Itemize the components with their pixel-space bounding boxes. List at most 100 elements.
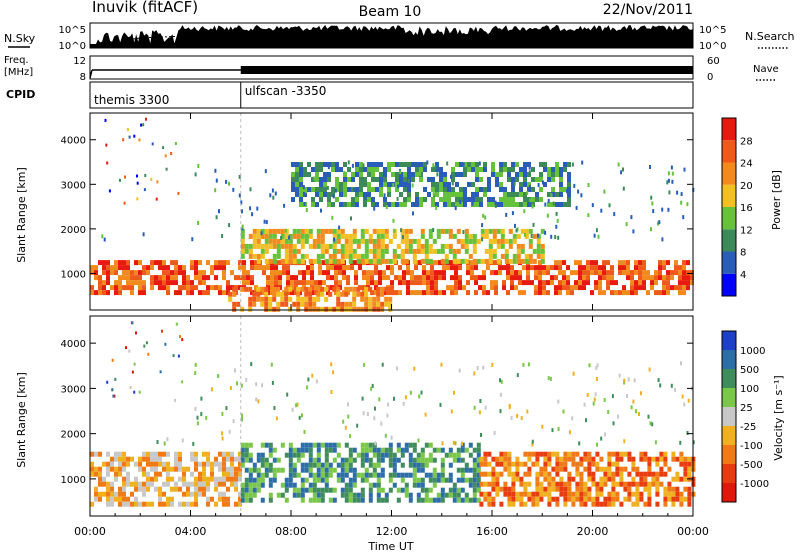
power-cell [508,258,513,264]
velocity-cell [304,487,309,493]
power-cell [426,285,430,291]
velocity-cell [300,442,305,448]
velocity-cell [106,466,110,472]
power-scatter [528,165,531,170]
velocity-cell [683,456,688,462]
power-cell [228,291,233,297]
velocity-cell [555,466,560,472]
power-cell [483,192,487,197]
velocity-cell [130,491,134,497]
velocity-cell [687,461,692,467]
power-scatter [400,228,403,233]
power-scatter [320,208,322,213]
velocity-cell [416,492,421,498]
power-cell [260,228,265,234]
velocity-cell [444,477,449,483]
power-cell [420,243,425,249]
power-scatter [666,180,669,185]
power-cell [355,162,359,167]
velocity-cell [368,482,373,488]
power-cell [372,228,377,234]
power-cell [320,291,325,297]
power-cell [662,265,666,271]
velocity-scatter [194,371,197,375]
velocity-cell [248,497,253,503]
power-cell [262,290,266,296]
power-cell [542,270,546,276]
power-cell [520,258,525,264]
velocity-cell [118,466,122,472]
velocity-scatter [595,377,598,381]
velocity-cell [198,471,202,477]
velocity-cell [519,501,524,507]
power-cell [102,270,106,276]
velocity-scatter [450,409,453,414]
power-cell [654,275,658,281]
power-cell [284,238,289,244]
power-cell [424,248,429,254]
power-cell [264,258,269,264]
power-cell [315,162,319,167]
power-cell [304,253,309,259]
power-cell [242,270,246,276]
power-scatter [402,235,404,240]
power-cell [310,275,314,281]
power-cell [662,260,666,266]
velocity-cell [476,482,481,488]
velocity-cell [348,467,353,473]
velocity-cell [344,442,349,448]
power-cell [294,275,298,281]
power-scatter [238,193,241,198]
velocity-scatter [225,406,228,411]
velocity-cell [635,486,640,492]
power-scatter [632,229,635,234]
velocity-scatter [271,380,274,385]
power-speckle [144,174,147,177]
velocity-cell [559,456,564,462]
power-speckle [124,175,126,179]
power-cell [268,243,273,249]
velocity-cell [571,491,576,497]
power-cell [431,187,435,192]
velocity-cell [460,477,465,483]
power-cell [534,275,538,281]
power-cell [354,270,358,276]
velocity-cell [238,471,242,477]
velocity-cell [134,461,138,467]
power-cell [503,162,507,167]
velocity-cell [336,477,341,483]
power-cell [260,301,265,307]
power-speckle [150,177,153,181]
power-speckle [133,134,136,138]
power-cell [423,167,427,172]
power-cell [238,265,242,271]
velocity-cell [252,477,257,483]
velocity-cell [515,476,520,482]
power-cell [307,187,311,192]
power-cell [316,253,321,259]
velocity-cell [479,501,484,507]
velocity-cell [182,476,186,482]
power-cell [182,265,186,271]
power-cell [302,280,306,286]
velocity-cell [420,477,425,483]
power-cell [463,197,467,202]
velocity-cell [440,487,445,493]
velocity-cell [360,497,365,503]
velocity-cell [248,492,253,498]
velocity-cell [110,481,114,487]
power-scatter [587,183,590,187]
velocity-cell [226,466,230,472]
power-cell [343,187,347,192]
power-cell [222,270,226,276]
velocity-cell [384,447,389,453]
power-cell [507,177,511,182]
power-cell [403,182,407,187]
power-cell [443,182,447,187]
power-cell [443,177,447,182]
velocity-scatter [632,399,635,404]
power-cell [407,167,411,172]
power-scatter [215,178,218,183]
power-cell [190,285,194,291]
